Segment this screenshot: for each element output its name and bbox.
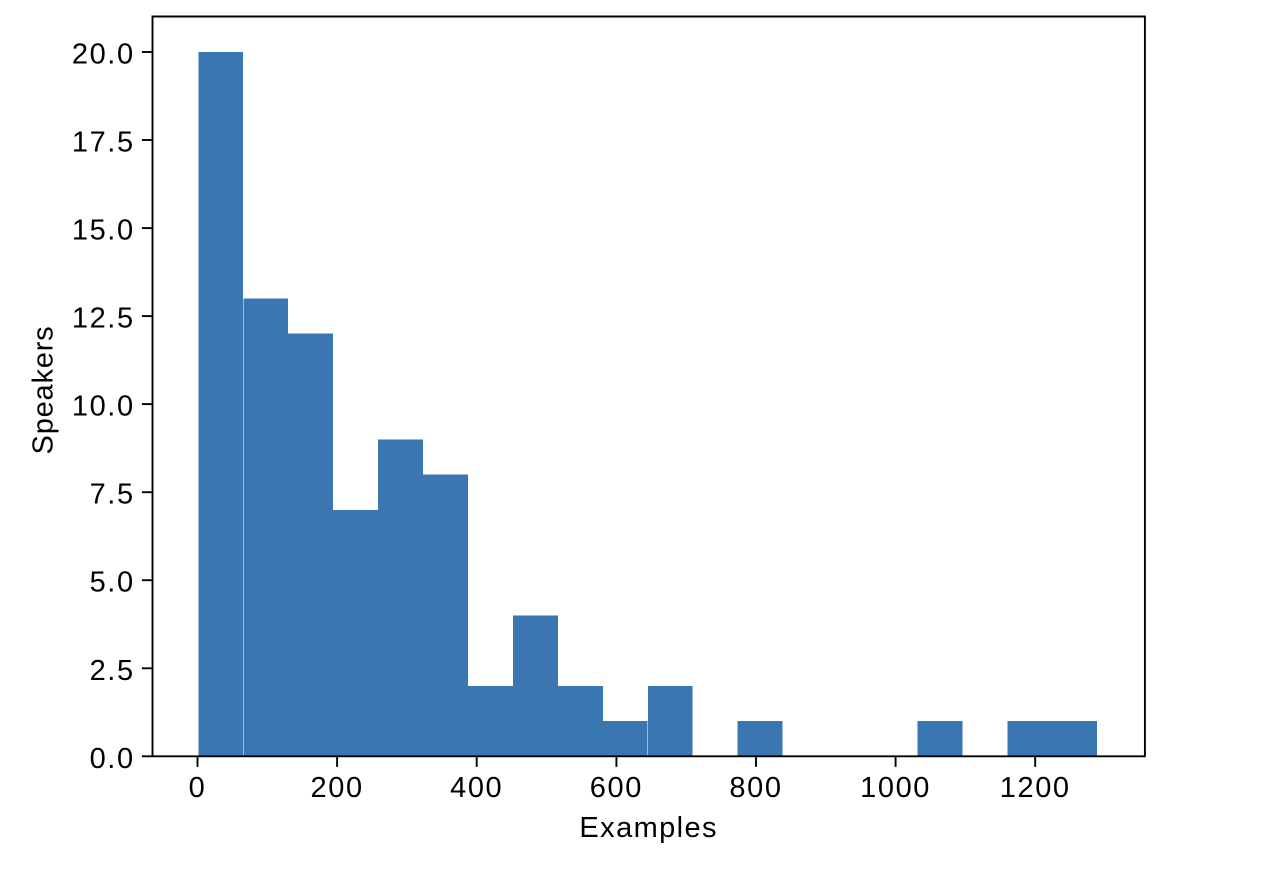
svg-text:10.0: 10.0 [72, 391, 135, 423]
svg-text:1200: 1200 [1000, 772, 1071, 804]
svg-text:400: 400 [450, 772, 503, 804]
svg-text:200: 200 [311, 772, 364, 804]
svg-text:Speakers: Speakers [28, 326, 60, 455]
svg-text:1000: 1000 [860, 772, 931, 804]
svg-text:7.5: 7.5 [90, 479, 135, 511]
svg-text:20.0: 20.0 [72, 39, 135, 71]
svg-text:17.5: 17.5 [72, 127, 135, 159]
svg-text:600: 600 [590, 772, 643, 804]
svg-text:5.0: 5.0 [90, 567, 135, 599]
svg-text:800: 800 [729, 772, 782, 804]
svg-text:2.5: 2.5 [90, 655, 135, 687]
svg-text:15.0: 15.0 [72, 215, 135, 247]
svg-text:0: 0 [189, 772, 207, 804]
svg-text:0.0: 0.0 [90, 743, 135, 775]
svg-text:12.5: 12.5 [72, 303, 135, 335]
svg-text:Examples: Examples [579, 812, 718, 844]
